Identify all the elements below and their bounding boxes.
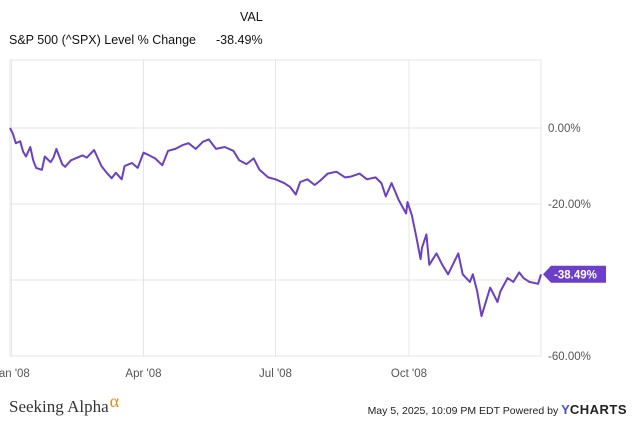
y-tick-label: -60.00%	[548, 351, 591, 363]
series-value: -38.49%	[216, 33, 263, 47]
x-tick-label: Apr '08	[125, 368, 161, 380]
footer-credit: May 5, 2025, 10:09 PM EDT Powered by YCH…	[368, 402, 627, 417]
powered-by: Powered by	[502, 405, 559, 417]
column-title: VAL	[240, 10, 263, 24]
callout-value: -38.49%	[554, 269, 597, 281]
brand-name: Seeking Alpha	[9, 397, 109, 416]
timestamp: May 5, 2025, 10:09 PM EDT	[367, 405, 500, 417]
y-tick-label: 0.00%	[548, 123, 581, 135]
provider-logo-text: CHARTS	[569, 402, 627, 417]
last-value-callout: -38.49%	[543, 265, 606, 283]
x-tick-label: Oct '08	[391, 368, 427, 380]
callout-box	[543, 265, 606, 283]
x-axis-ticks: Jan '08 Apr '08 Jul '08 Oct '08	[0, 368, 427, 380]
y-axis-ticks: 0.00% -20.00% -60.00%	[548, 123, 591, 363]
provider-logo-y: Y	[561, 402, 570, 417]
chart-grid	[9, 59, 542, 357]
series-line	[9, 127, 542, 318]
x-tick-label: Jul '08	[259, 368, 292, 380]
brand-alpha-mark: α	[109, 391, 120, 411]
y-tick-label: -20.00%	[548, 199, 591, 211]
line-chart: Jan '08 Apr '08 Jul '08 Oct '08 0.00% -20.00…	[0, 59, 606, 380]
series-label: S&P 500 (^SPX) Level % Change	[9, 33, 196, 47]
x-tick-label: Jan '08	[0, 368, 30, 380]
brand-logo: Seeking Alphaα	[9, 391, 119, 417]
